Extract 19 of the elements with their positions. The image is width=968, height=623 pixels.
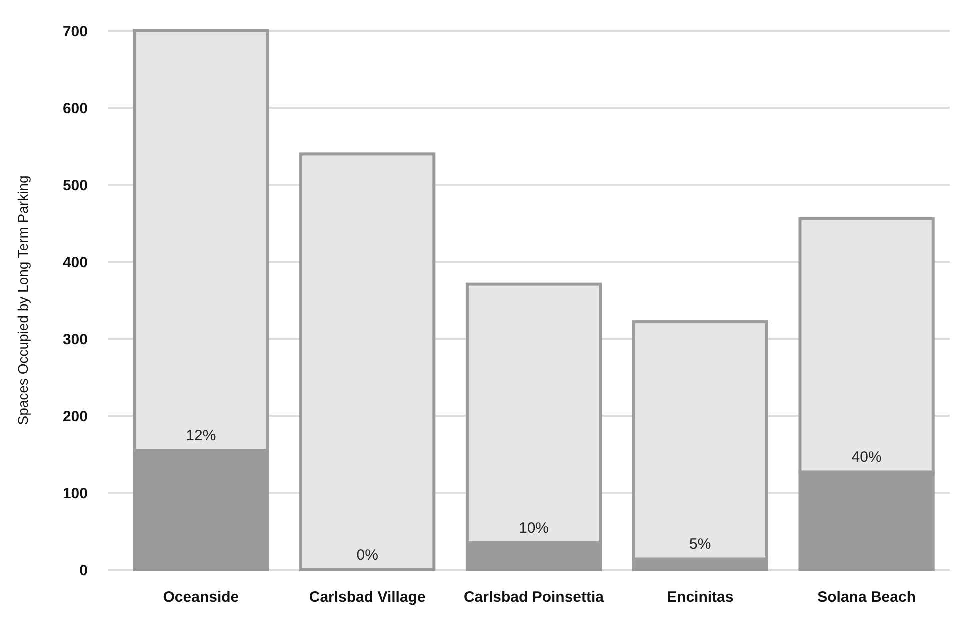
- y-tick-label: 500: [62, 177, 88, 194]
- annotation: 0%: [356, 547, 378, 564]
- y-tick-label: 200: [62, 408, 88, 426]
- x-tick-label: Solana Beach: [818, 589, 916, 606]
- y-tick-label: 300: [62, 331, 88, 348]
- x-tick-label: Oceanside: [163, 589, 240, 606]
- y-tick-label: 0: [80, 562, 88, 580]
- annotation: 40%: [852, 449, 882, 466]
- annotation: 12%: [186, 428, 216, 445]
- x-tick-label: Carlsbad Poinsettia: [464, 589, 605, 606]
- y-tick-label: 100: [62, 485, 88, 502]
- annotation: 10%: [518, 520, 550, 538]
- y-tick-label: 700: [62, 23, 88, 40]
- annotation: 5%: [690, 536, 712, 554]
- y-tick-label: 600: [62, 100, 88, 118]
- x-tick-label: Carlsbad Village: [309, 589, 426, 606]
- x-tick-label: Encinitas: [667, 589, 734, 606]
- y-tick-label: 400: [62, 254, 88, 272]
- y-axis-title: Spaces Occupied by Long Term Parking: [15, 176, 31, 426]
